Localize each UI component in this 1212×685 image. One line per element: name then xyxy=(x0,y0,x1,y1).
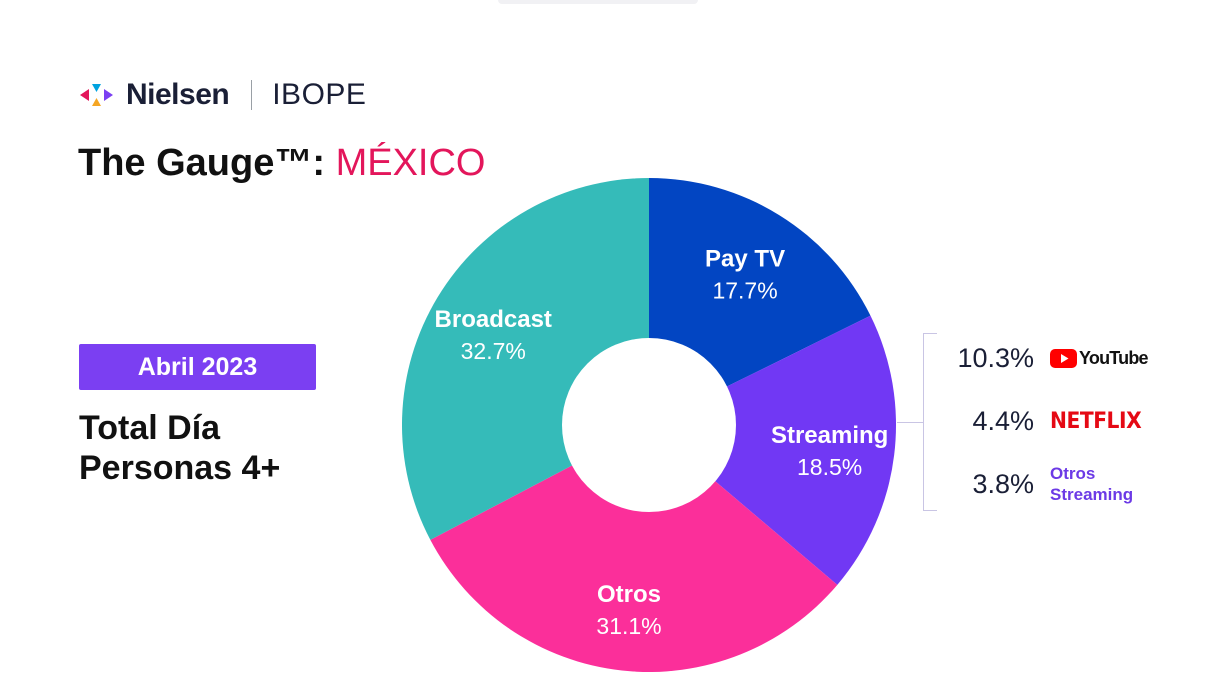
chart-labels: Pay TV 17.7% Streaming 18.5% Otros 31.1% Broad… xyxy=(435,245,889,638)
breakdown-row-netflix: 4.4% NETFLIX xyxy=(944,401,1149,441)
audience-line-2: Personas 4+ xyxy=(79,449,281,487)
youtube-wordmark: YouTube xyxy=(1079,347,1149,368)
breakdown-connector xyxy=(897,422,924,423)
brand-partner: IBOPE xyxy=(272,78,367,111)
youtube-play-icon xyxy=(1050,348,1077,368)
netflix-share: 4.4% xyxy=(972,405,1034,436)
slice-value-streaming: 18.5% xyxy=(797,454,862,480)
page-title: The Gauge™: MÉXICO xyxy=(78,142,485,185)
breakdown-row-youtube: 10.3% YouTube xyxy=(944,338,1148,378)
slice-value-otros: 31.1% xyxy=(596,613,661,639)
slice-value-pay-tv: 17.7% xyxy=(712,277,777,303)
slice-label-streaming: Streaming xyxy=(771,422,888,449)
youtube-share: 10.3% xyxy=(957,342,1034,373)
top-bar xyxy=(498,0,698,4)
nielsen-logo-icon xyxy=(80,84,113,106)
slice-label-broadcast: Broadcast xyxy=(435,306,552,333)
brand-name: Nielsen xyxy=(126,78,230,111)
slice-label-pay-tv: Pay TV xyxy=(705,245,785,272)
audience-line-1: Total Día xyxy=(79,409,221,447)
donut-hole xyxy=(562,338,736,512)
slice-otros xyxy=(430,425,838,672)
audience-label: Total Día Personas 4+ xyxy=(79,408,280,488)
title-accent: MÉXICO xyxy=(335,142,486,184)
brand-divider xyxy=(251,80,253,110)
slice-streaming xyxy=(649,315,897,585)
period-badge: Abril 2023 xyxy=(79,344,316,390)
otros-streaming-share: 3.8% xyxy=(972,468,1034,499)
slice-value-broadcast: 32.7% xyxy=(461,338,526,364)
brand-header: Nielsen IBOPE xyxy=(78,76,366,114)
slice-label-otros: Otros xyxy=(597,581,661,608)
netflix-wordmark: NETFLIX xyxy=(1050,408,1142,434)
title-main: The Gauge™: xyxy=(78,142,336,184)
breakdown-row-otros-streaming: 3.8% Otros Streaming xyxy=(944,464,1133,504)
otros-streaming-label: Otros Streaming xyxy=(1050,464,1134,504)
breakdown-bracket xyxy=(923,333,937,511)
youtube-logo: YouTube xyxy=(1050,347,1149,369)
